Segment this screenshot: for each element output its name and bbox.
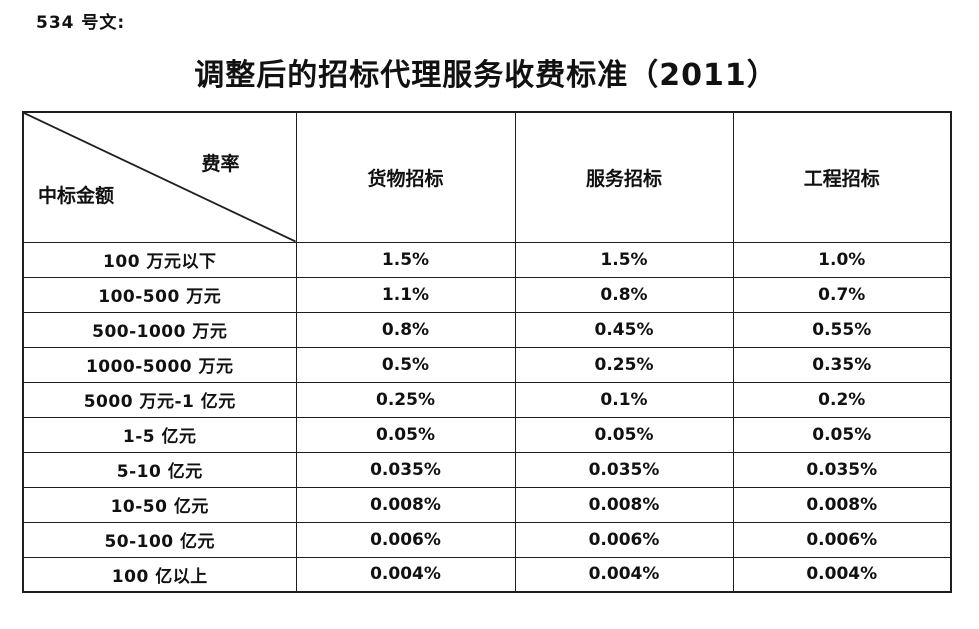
rate-value-cell: 0.25% [295,381,516,418]
table-row: 100 万元以下 1.5% 1.5% 1.0% [22,241,952,278]
table-row: 100 亿以上 0.004% 0.004% 0.004% [22,556,952,593]
row-label-amount-range: 1000-5000 万元 [22,346,297,383]
fee-rate-table: 费率 中标金额 货物招标 服务招标 工程招标 100 万元以下 1.5% 1.5% 1… [22,111,952,593]
rate-value-cell: 0.004% [514,556,734,593]
rate-value-cell: 0.35% [732,346,952,383]
rate-value-cell: 0.008% [732,486,952,523]
row-label-amount-range: 50-100 亿元 [22,521,297,558]
table-header-row: 费率 中标金额 货物招标 服务招标 工程招标 [22,111,952,243]
rate-value-cell: 0.8% [295,311,516,348]
table-row: 10-50 亿元 0.008% 0.008% 0.008% [22,486,952,523]
rate-value-cell: 0.035% [514,451,734,488]
rate-value-cell: 0.05% [732,416,952,453]
table-body: 100 万元以下 1.5% 1.5% 1.0% 100-500 万元 1.1% 0.8% 0.… [22,241,952,593]
rate-value-cell: 0.05% [514,416,734,453]
rate-value-cell: 0.035% [295,451,516,488]
rate-value-cell: 0.05% [295,416,516,453]
rate-value-cell: 0.55% [732,311,952,348]
row-label-amount-range: 100 亿以上 [22,556,297,593]
row-label-amount-range: 10-50 亿元 [22,486,297,523]
column-header-services: 服务招标 [514,111,734,243]
rate-value-cell: 0.008% [514,486,734,523]
rate-value-cell: 0.7% [732,276,952,313]
row-label-amount-range: 100 万元以下 [22,241,297,278]
row-label-amount-range: 100-500 万元 [22,276,297,313]
table-row: 1000-5000 万元 0.5% 0.25% 0.35% [22,346,952,383]
column-header-engineering: 工程招标 [732,111,952,243]
rate-value-cell: 0.45% [514,311,734,348]
rate-value-cell: 0.25% [514,346,734,383]
table-row: 100-500 万元 1.1% 0.8% 0.7% [22,276,952,313]
diagonal-divider-line [24,113,296,242]
table-row: 500-1000 万元 0.8% 0.45% 0.55% [22,311,952,348]
rate-value-cell: 0.006% [732,521,952,558]
corner-label-rate: 费率 [201,153,240,175]
table-row: 5-10 亿元 0.035% 0.035% 0.035% [22,451,952,488]
rate-value-cell: 0.2% [732,381,952,418]
table-row: 5000 万元-1 亿元 0.25% 0.1% 0.2% [22,381,952,418]
corner-label-amount: 中标金额 [38,184,115,207]
row-label-amount-range: 5000 万元-1 亿元 [22,381,297,418]
row-label-amount-range: 500-1000 万元 [22,311,297,348]
table-row: 50-100 亿元 0.006% 0.006% 0.006% [22,521,952,558]
row-label-amount-range: 5-10 亿元 [22,451,297,488]
rate-value-cell: 0.035% [732,451,952,488]
doc-number-label: 534 号文: [36,13,126,33]
page-title: 调整后的招标代理服务收费标准（2011） [194,58,778,93]
rate-value-cell: 0.5% [295,346,516,383]
rate-value-cell: 1.5% [514,241,734,278]
rate-value-cell: 0.004% [732,556,952,593]
rate-value-cell: 0.006% [295,521,516,558]
rate-value-cell: 0.008% [295,486,516,523]
table-row: 1-5 亿元 0.05% 0.05% 0.05% [22,416,952,453]
rate-value-cell: 1.0% [732,241,952,278]
rate-value-cell: 1.5% [295,241,516,278]
rate-value-cell: 0.8% [514,276,734,313]
rate-value-cell: 0.1% [514,381,734,418]
row-label-amount-range: 1-5 亿元 [22,416,297,453]
rate-value-cell: 0.004% [295,556,516,593]
corner-header-cell: 费率 中标金额 [22,111,297,243]
rate-value-cell: 0.006% [514,521,734,558]
column-header-goods: 货物招标 [295,111,516,243]
rate-value-cell: 1.1% [295,276,516,313]
